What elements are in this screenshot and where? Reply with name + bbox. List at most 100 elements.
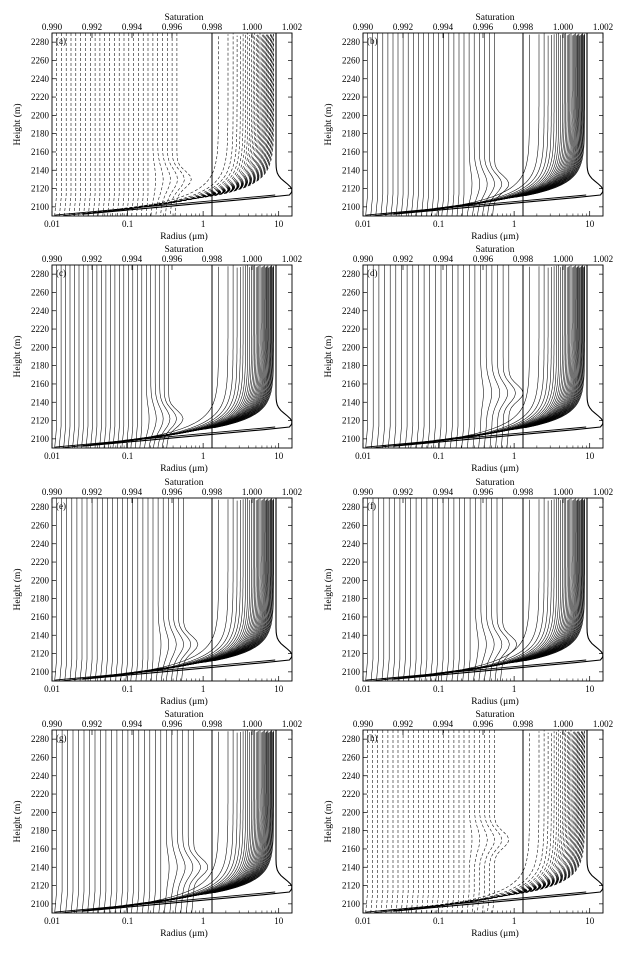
radius-profile-line <box>474 732 577 901</box>
radius-profile-line <box>365 265 368 448</box>
radius-profile-line <box>129 731 258 905</box>
radius-profile-line <box>54 730 57 913</box>
radius-profile-line <box>153 34 264 205</box>
y-tick-label: 2100 <box>31 899 50 909</box>
cloud-base-line <box>55 426 276 448</box>
radius-profile-line <box>413 498 417 681</box>
radius-profile-line <box>473 498 479 681</box>
radius-profile-line <box>483 499 579 667</box>
radius-profile-line <box>415 267 561 444</box>
radius-profile-line <box>200 498 272 664</box>
radius-profile-line <box>69 498 73 681</box>
radius-profile-line <box>98 265 248 444</box>
y-tick-label: 2120 <box>31 416 50 426</box>
radius-profile-line <box>174 33 192 216</box>
radius-profile-line <box>368 34 530 216</box>
radius-profile-line <box>93 498 246 678</box>
radius-profile-line <box>158 498 265 669</box>
radius-profile-line <box>469 265 576 436</box>
saturation-profile-line <box>393 33 603 215</box>
radius-profile-line <box>450 33 572 207</box>
y-tick-label: 2240 <box>31 74 50 84</box>
radius-profile-line <box>483 34 579 202</box>
radius-profile-line <box>214 33 274 197</box>
radius-profile-line <box>435 500 568 674</box>
y-tick-label: 2120 <box>342 416 361 426</box>
y-tick-label: 2260 <box>31 287 50 297</box>
radius-profile-line <box>424 498 428 681</box>
top-axis-title: Saturation <box>164 245 203 255</box>
y-tick-label: 2240 <box>31 306 50 316</box>
top-tick-label: 0.998 <box>513 22 534 32</box>
radius-profile-line <box>478 265 484 448</box>
top-tick-label: 0.994 <box>122 254 143 264</box>
top-tick-label: 1.002 <box>282 22 302 32</box>
saturation-profile-line <box>82 265 292 447</box>
radius-profile-line <box>431 730 434 913</box>
radius-profile-line <box>126 265 129 448</box>
radius-profile-line <box>139 730 261 904</box>
radius-profile-line <box>477 730 488 913</box>
panel-label: (e) <box>56 501 66 511</box>
x-tick-label: 1 <box>201 451 206 461</box>
radius-profile-line <box>436 730 439 913</box>
radius-profile-line <box>92 730 96 913</box>
radius-profile-line <box>489 265 501 448</box>
radius-profile-line <box>406 33 409 216</box>
radius-profile-line <box>136 33 139 216</box>
top-tick-label: 0.994 <box>433 254 454 264</box>
radius-profile-line <box>409 730 559 909</box>
x-tick-label: 0.01 <box>44 451 60 461</box>
top-tick-label: 0.996 <box>473 719 494 729</box>
x-tick-label: 0.1 <box>122 219 133 229</box>
y-tick-label: 2180 <box>342 129 361 139</box>
top-tick-label: 1.002 <box>593 22 613 32</box>
radius-profile-line <box>180 730 194 913</box>
radius-profile-line <box>142 730 145 913</box>
x-tick-label: 0.1 <box>433 916 444 926</box>
top-tick-label: 0.992 <box>393 719 413 729</box>
y-tick-label: 2100 <box>31 667 50 677</box>
radius-profile-line <box>390 33 394 216</box>
radius-profile-line <box>385 33 389 216</box>
radius-profile-line <box>459 499 574 671</box>
y-tick-label: 2100 <box>31 202 50 212</box>
radius-profile-line <box>410 265 414 448</box>
cloud-base-line <box>366 194 587 216</box>
radius-profile-line <box>435 35 568 209</box>
radius-profile-line <box>461 33 465 216</box>
radius-profile-line <box>172 266 268 434</box>
radius-profile-line <box>195 730 272 896</box>
radius-profile-line <box>451 730 455 913</box>
radius-profile-line <box>140 498 144 681</box>
y-tick-label: 2260 <box>342 520 361 530</box>
radius-profile-line <box>191 731 271 897</box>
radius-profile-line <box>54 498 57 681</box>
radius-profile-line <box>209 266 274 429</box>
radius-profile-line <box>158 730 162 913</box>
radius-profile-line <box>94 265 98 448</box>
top-tick-label: 0.998 <box>513 719 534 729</box>
y-tick-label: 2200 <box>31 342 50 352</box>
radius-profile-line <box>506 265 583 431</box>
top-tick-label: 0.992 <box>82 719 102 729</box>
radius-profile-line <box>119 498 255 675</box>
radius-profile-line <box>83 33 86 216</box>
y-tick-label: 2220 <box>342 557 361 567</box>
top-tick-label: 0.998 <box>202 254 223 264</box>
radius-profile-line <box>502 266 582 432</box>
top-tick-label: 1.002 <box>282 254 302 264</box>
radius-profile-line <box>157 265 171 448</box>
top-tick-label: 1.000 <box>553 719 574 729</box>
radius-profile-line <box>445 266 571 440</box>
radius-profile-line <box>109 731 252 908</box>
radius-profile-line <box>148 731 263 903</box>
radius-profile-line <box>195 33 272 199</box>
radius-profile-line <box>375 33 378 216</box>
radius-profile-line <box>71 265 234 447</box>
radius-profile-line <box>386 498 390 681</box>
y-tick-label: 2280 <box>31 269 50 279</box>
y-axis-title: Height (m) <box>323 336 334 378</box>
x-tick-label: 1 <box>201 916 206 926</box>
radius-profile-line <box>472 265 476 448</box>
